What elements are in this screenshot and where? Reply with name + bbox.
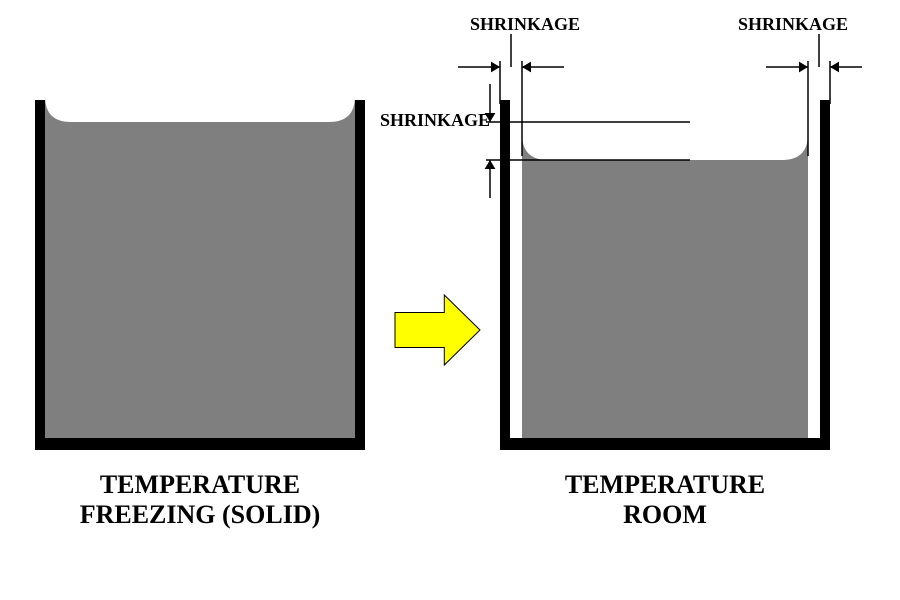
shrinkage-label-top-right: SHRINKAGE <box>738 14 848 35</box>
shrinkage-label-vertical: SHRINKAGE <box>380 110 490 131</box>
right-caption-line1: TEMPERATURE <box>565 470 765 499</box>
transition-arrow <box>395 295 480 365</box>
right-caption-line2: ROOM <box>623 500 707 529</box>
left-caption-line2: FREEZING (SOLID) <box>80 500 321 529</box>
right-container <box>500 100 830 450</box>
left-caption-line1: TEMPERATURE <box>100 470 300 499</box>
left-container <box>35 96 365 450</box>
right-caption: TEMPERATURE ROOM <box>500 470 830 530</box>
shrinkage-label-top-left: SHRINKAGE <box>470 14 580 35</box>
left-caption: TEMPERATURE FREEZING (SOLID) <box>35 470 365 530</box>
